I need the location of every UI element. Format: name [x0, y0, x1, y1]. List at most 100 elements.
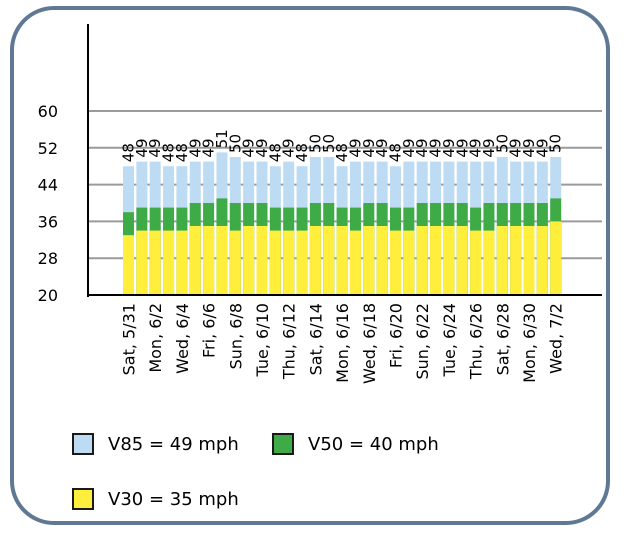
bar-v30-9 — [243, 226, 255, 295]
bar-v30-28 — [496, 226, 508, 295]
x-tick-label-14: Sat, 6/14 — [306, 303, 325, 375]
data-label-4: 48 — [173, 143, 191, 162]
y-tick-label-60: 60 — [38, 102, 58, 121]
data-label-20: 48 — [387, 143, 405, 162]
data-labels: 4849494848494951504949484948505048494949… — [120, 129, 565, 162]
bar-v30-3 — [163, 230, 175, 295]
bar-v30-21 — [403, 230, 415, 295]
data-label-7: 51 — [213, 129, 231, 148]
data-label-5: 49 — [186, 139, 204, 158]
data-label-14: 50 — [306, 134, 324, 153]
bar-v30-17 — [349, 230, 361, 295]
bar-v30-12 — [283, 230, 295, 295]
legend-label-v30: V30 = 35 mph — [108, 488, 239, 510]
bar-v30-11 — [269, 230, 281, 295]
data-label-1: 49 — [133, 139, 151, 158]
bar-v30-8 — [229, 230, 241, 295]
bar-v30-26 — [470, 230, 482, 295]
bar-v30-4 — [176, 230, 188, 295]
legend-item-v50: V50 = 40 mph — [272, 433, 439, 455]
data-label-11: 48 — [266, 143, 284, 162]
bar-v30-16 — [336, 226, 348, 295]
data-label-16: 48 — [333, 143, 351, 162]
x-tick-label-0: Sat, 5/31 — [120, 303, 139, 375]
legend-item-v30: V30 = 35 mph — [72, 488, 239, 510]
y-tick-label-20: 20 — [38, 286, 58, 305]
legend-swatch-v85 — [72, 433, 94, 455]
x-tick-label-18: Wed, 6/18 — [360, 303, 379, 384]
x-tick-label-12: Thu, 6/12 — [280, 303, 299, 380]
data-label-3: 48 — [160, 143, 178, 162]
x-tick-label-20: Fri, 6/20 — [387, 303, 406, 368]
data-label-22: 49 — [413, 139, 431, 158]
bar-v30-27 — [483, 230, 495, 295]
y-tick-label-52: 52 — [38, 139, 58, 158]
data-label-23: 49 — [427, 139, 445, 158]
x-tick-label-22: Sun, 6/22 — [413, 303, 432, 380]
y-axis-ticks: 20 28 36 44 52 60 — [38, 102, 58, 305]
data-label-24: 49 — [440, 139, 458, 158]
data-label-26: 49 — [467, 139, 485, 158]
bar-v30-23 — [430, 226, 442, 295]
y-tick-label-36: 36 — [38, 212, 58, 231]
bar-v30-13 — [296, 230, 308, 295]
data-label-18: 49 — [360, 139, 378, 158]
legend-item-v85: V85 = 49 mph — [72, 433, 239, 455]
bar-v30-6 — [203, 226, 215, 295]
data-label-0: 48 — [120, 143, 138, 162]
data-label-25: 49 — [453, 139, 471, 158]
bar-v30-29 — [510, 226, 522, 295]
data-label-15: 50 — [320, 134, 338, 153]
data-label-29: 49 — [507, 139, 525, 158]
bar-v30-15 — [323, 226, 335, 295]
data-label-13: 48 — [293, 143, 311, 162]
x-tick-label-16: Mon, 6/16 — [333, 303, 352, 383]
x-tick-label-10: Tue, 6/10 — [253, 303, 272, 377]
bar-v30-14 — [309, 226, 321, 295]
bar-v30-19 — [376, 226, 388, 295]
bar-v30-31 — [536, 226, 548, 295]
data-label-21: 49 — [400, 139, 418, 158]
bar-v30-2 — [149, 230, 161, 295]
data-label-28: 50 — [493, 134, 511, 153]
legend-swatch-v30 — [72, 488, 94, 510]
x-axis-ticks: Sat, 5/31 Mon, 6/2 Wed, 6/4 Fri, 6/6 Sun, 6/… — [120, 303, 566, 384]
data-label-9: 49 — [240, 139, 258, 158]
bar-v30-30 — [523, 226, 535, 295]
x-tick-label-6: Fri, 6/6 — [200, 303, 219, 358]
bar-v30-25 — [456, 226, 468, 295]
bar-v30-7 — [216, 226, 228, 295]
data-label-12: 49 — [280, 139, 298, 158]
data-label-2: 49 — [146, 139, 164, 158]
data-label-8: 50 — [226, 134, 244, 153]
data-label-30: 49 — [520, 139, 538, 158]
bar-v30-22 — [416, 226, 428, 295]
data-label-6: 49 — [200, 139, 218, 158]
data-label-17: 49 — [346, 139, 364, 158]
bar-v30-1 — [136, 230, 148, 295]
x-tick-label-8: Sun, 6/8 — [226, 303, 245, 369]
bars — [123, 152, 562, 295]
bar-v30-32 — [550, 221, 562, 295]
legend-label-v50: V50 = 40 mph — [308, 433, 439, 455]
bar-v30-18 — [363, 226, 375, 295]
data-label-31: 49 — [533, 139, 551, 158]
x-tick-label-26: Thu, 6/26 — [467, 303, 486, 380]
x-tick-label-30: Mon, 6/30 — [520, 303, 539, 383]
data-label-27: 49 — [480, 139, 498, 158]
x-tick-label-4: Wed, 6/4 — [173, 303, 192, 374]
legend-label-v85: V85 = 49 mph — [108, 433, 239, 455]
bar-v30-20 — [390, 230, 401, 295]
x-tick-label-32: Wed, 7/2 — [547, 303, 566, 374]
legend-swatch-v50 — [272, 433, 294, 455]
data-label-10: 49 — [253, 139, 271, 158]
data-label-32: 50 — [547, 134, 565, 153]
bar-v30-0 — [123, 235, 134, 295]
x-tick-label-28: Sat, 6/28 — [493, 303, 512, 375]
data-label-19: 49 — [373, 139, 391, 158]
bar-v30-5 — [189, 226, 201, 295]
bar-v30-24 — [443, 226, 455, 295]
bar-v30-10 — [256, 226, 268, 295]
x-tick-label-2: Mon, 6/2 — [146, 303, 165, 373]
